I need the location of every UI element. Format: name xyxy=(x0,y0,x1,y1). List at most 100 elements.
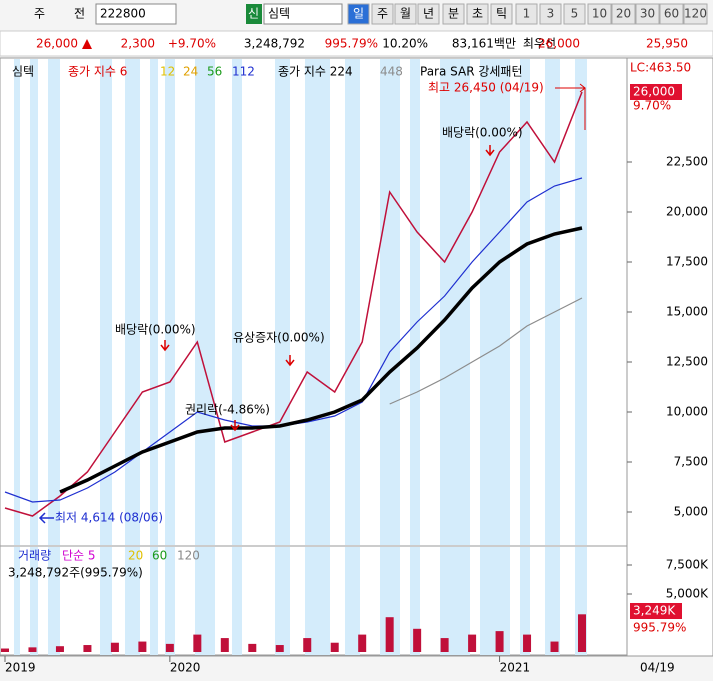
sar-band xyxy=(48,59,60,545)
quote-change: 2,300 xyxy=(121,37,155,51)
legend-item: 56 xyxy=(207,65,222,79)
y-tick-label: 12,500 xyxy=(666,355,708,369)
legend-item: 448 xyxy=(380,65,403,79)
y-tick-label: 20,000 xyxy=(666,205,708,219)
price-line xyxy=(59,226,583,494)
code-box[interactable] xyxy=(95,3,177,25)
period-label[interactable]: 월 xyxy=(400,7,411,21)
sar-band xyxy=(345,59,360,545)
volume-bar xyxy=(220,638,229,652)
vol-last: 3,249K xyxy=(633,604,676,618)
sar-band xyxy=(305,547,330,655)
period-label[interactable]: 120 xyxy=(684,7,707,21)
period-label[interactable]: 초 xyxy=(472,7,483,21)
period-button[interactable] xyxy=(683,3,708,25)
volume-bar xyxy=(275,645,284,652)
volume-bar xyxy=(468,634,477,652)
sar-band xyxy=(440,59,470,545)
quote-amount: 83,161백만 xyxy=(452,37,516,51)
volume-bar xyxy=(193,634,202,652)
volume-bar xyxy=(83,645,92,652)
sar-band xyxy=(100,547,112,655)
period-label[interactable]: 30 xyxy=(640,7,655,21)
period-label[interactable]: 분 xyxy=(448,7,459,21)
sar-band xyxy=(410,547,420,655)
prev[interactable]: 전 xyxy=(74,7,85,21)
quote-rate: +9.70% xyxy=(168,37,216,51)
period-button[interactable] xyxy=(539,3,562,25)
period-button[interactable] xyxy=(371,3,394,25)
volume-bar xyxy=(248,643,257,652)
sar-band xyxy=(545,547,560,655)
period-button[interactable] xyxy=(394,3,417,25)
period-label[interactable]: 틱 xyxy=(496,7,507,21)
period-button[interactable] xyxy=(587,3,612,25)
vol-legend: 거래량 xyxy=(18,549,51,563)
volume-bar xyxy=(303,638,312,652)
period-label[interactable]: 60 xyxy=(664,7,679,21)
period-label[interactable]: 20 xyxy=(616,7,631,21)
event-arrow xyxy=(285,355,295,367)
sar-band xyxy=(545,59,560,545)
credit: 신 xyxy=(248,7,259,21)
vol-last-box xyxy=(630,603,682,619)
period-button[interactable] xyxy=(490,3,513,25)
period-label[interactable]: 3 xyxy=(547,7,555,21)
legend-item: 112 xyxy=(232,65,255,79)
period-button[interactable] xyxy=(466,3,489,25)
annotation: 권리락(-4.86%) xyxy=(185,403,270,417)
legend-item: 심텍 xyxy=(12,65,34,79)
volume-bar xyxy=(110,642,119,652)
sar-band xyxy=(165,547,175,655)
x-tick-label: 2020 xyxy=(170,661,201,675)
y-tick-label: 10,000 xyxy=(666,405,708,419)
period-button[interactable] xyxy=(515,3,538,25)
period-label[interactable]: 5 xyxy=(571,7,579,21)
period-button[interactable] xyxy=(659,3,684,25)
quote-turnover: 10.20% xyxy=(382,37,428,51)
name-box[interactable] xyxy=(263,3,343,25)
period-label[interactable]: 일 xyxy=(353,7,364,21)
sar-band xyxy=(275,547,290,655)
price-line xyxy=(389,297,583,405)
sar-band xyxy=(195,547,215,655)
period-button[interactable] xyxy=(347,3,370,25)
up-arrow xyxy=(82,39,92,49)
period-label[interactable]: 주 xyxy=(377,7,388,21)
quote-best_label: 최우선 xyxy=(523,37,556,51)
vol-last-rate: 995.79% xyxy=(633,621,686,635)
sar-band xyxy=(305,59,330,545)
y-tick-label: 17,500 xyxy=(666,255,708,269)
volume-bar xyxy=(138,641,147,652)
event-arrow xyxy=(160,340,170,352)
market[interactable]: 주 xyxy=(34,7,45,21)
period-button[interactable] xyxy=(611,3,636,25)
period-label[interactable]: 1 xyxy=(523,7,531,21)
volume-bar xyxy=(165,643,174,652)
period-button[interactable] xyxy=(563,3,586,25)
sar-band xyxy=(440,547,470,655)
period-label[interactable]: 10 xyxy=(592,7,607,21)
period-button[interactable] xyxy=(417,3,440,25)
volume-bar xyxy=(440,638,449,652)
corner-info: LC:463.50 xyxy=(630,61,691,75)
sar-band xyxy=(150,547,158,655)
high-arrow xyxy=(555,83,586,130)
low-arrow xyxy=(38,512,54,524)
period-label[interactable]: 년 xyxy=(423,7,434,21)
y-tick-label: 5,000 xyxy=(674,505,708,519)
legend-item: 종가 지수 224 xyxy=(278,65,353,79)
x-tick-label: 2021 xyxy=(500,661,531,675)
period-button[interactable] xyxy=(635,3,660,25)
sar-band xyxy=(520,59,530,545)
sar-band xyxy=(125,547,140,655)
period-button[interactable] xyxy=(442,3,465,25)
y-tick-label: 22,500 xyxy=(666,155,708,169)
legend-item: 24 xyxy=(183,65,198,79)
volume-bar xyxy=(385,617,394,652)
y-tick-label: 15,000 xyxy=(666,305,708,319)
sar-band xyxy=(232,59,242,545)
sar-band xyxy=(410,59,420,545)
quote-volume: 3,248,792 xyxy=(244,37,305,51)
